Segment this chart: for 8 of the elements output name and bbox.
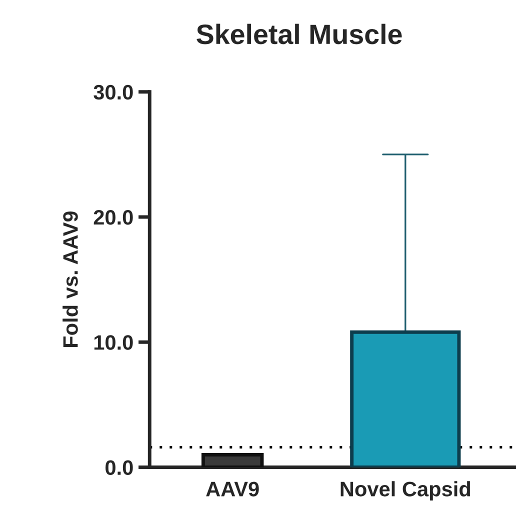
y-tick-label: 0.0 [106, 460, 133, 476]
y-axis-title: Fold vs. AAV9 [62, 211, 78, 348]
x-tick-label: AAV9 [206, 482, 259, 496]
y-tick-label: 20.0 [94, 210, 133, 225]
y-tick-label: 10.0 [94, 335, 133, 350]
x-tick-label: Novel Capsid [340, 481, 470, 501]
y-tick-label: 30.0 [94, 84, 133, 100]
chart-title: Skeletal Muscle [196, 24, 402, 44]
